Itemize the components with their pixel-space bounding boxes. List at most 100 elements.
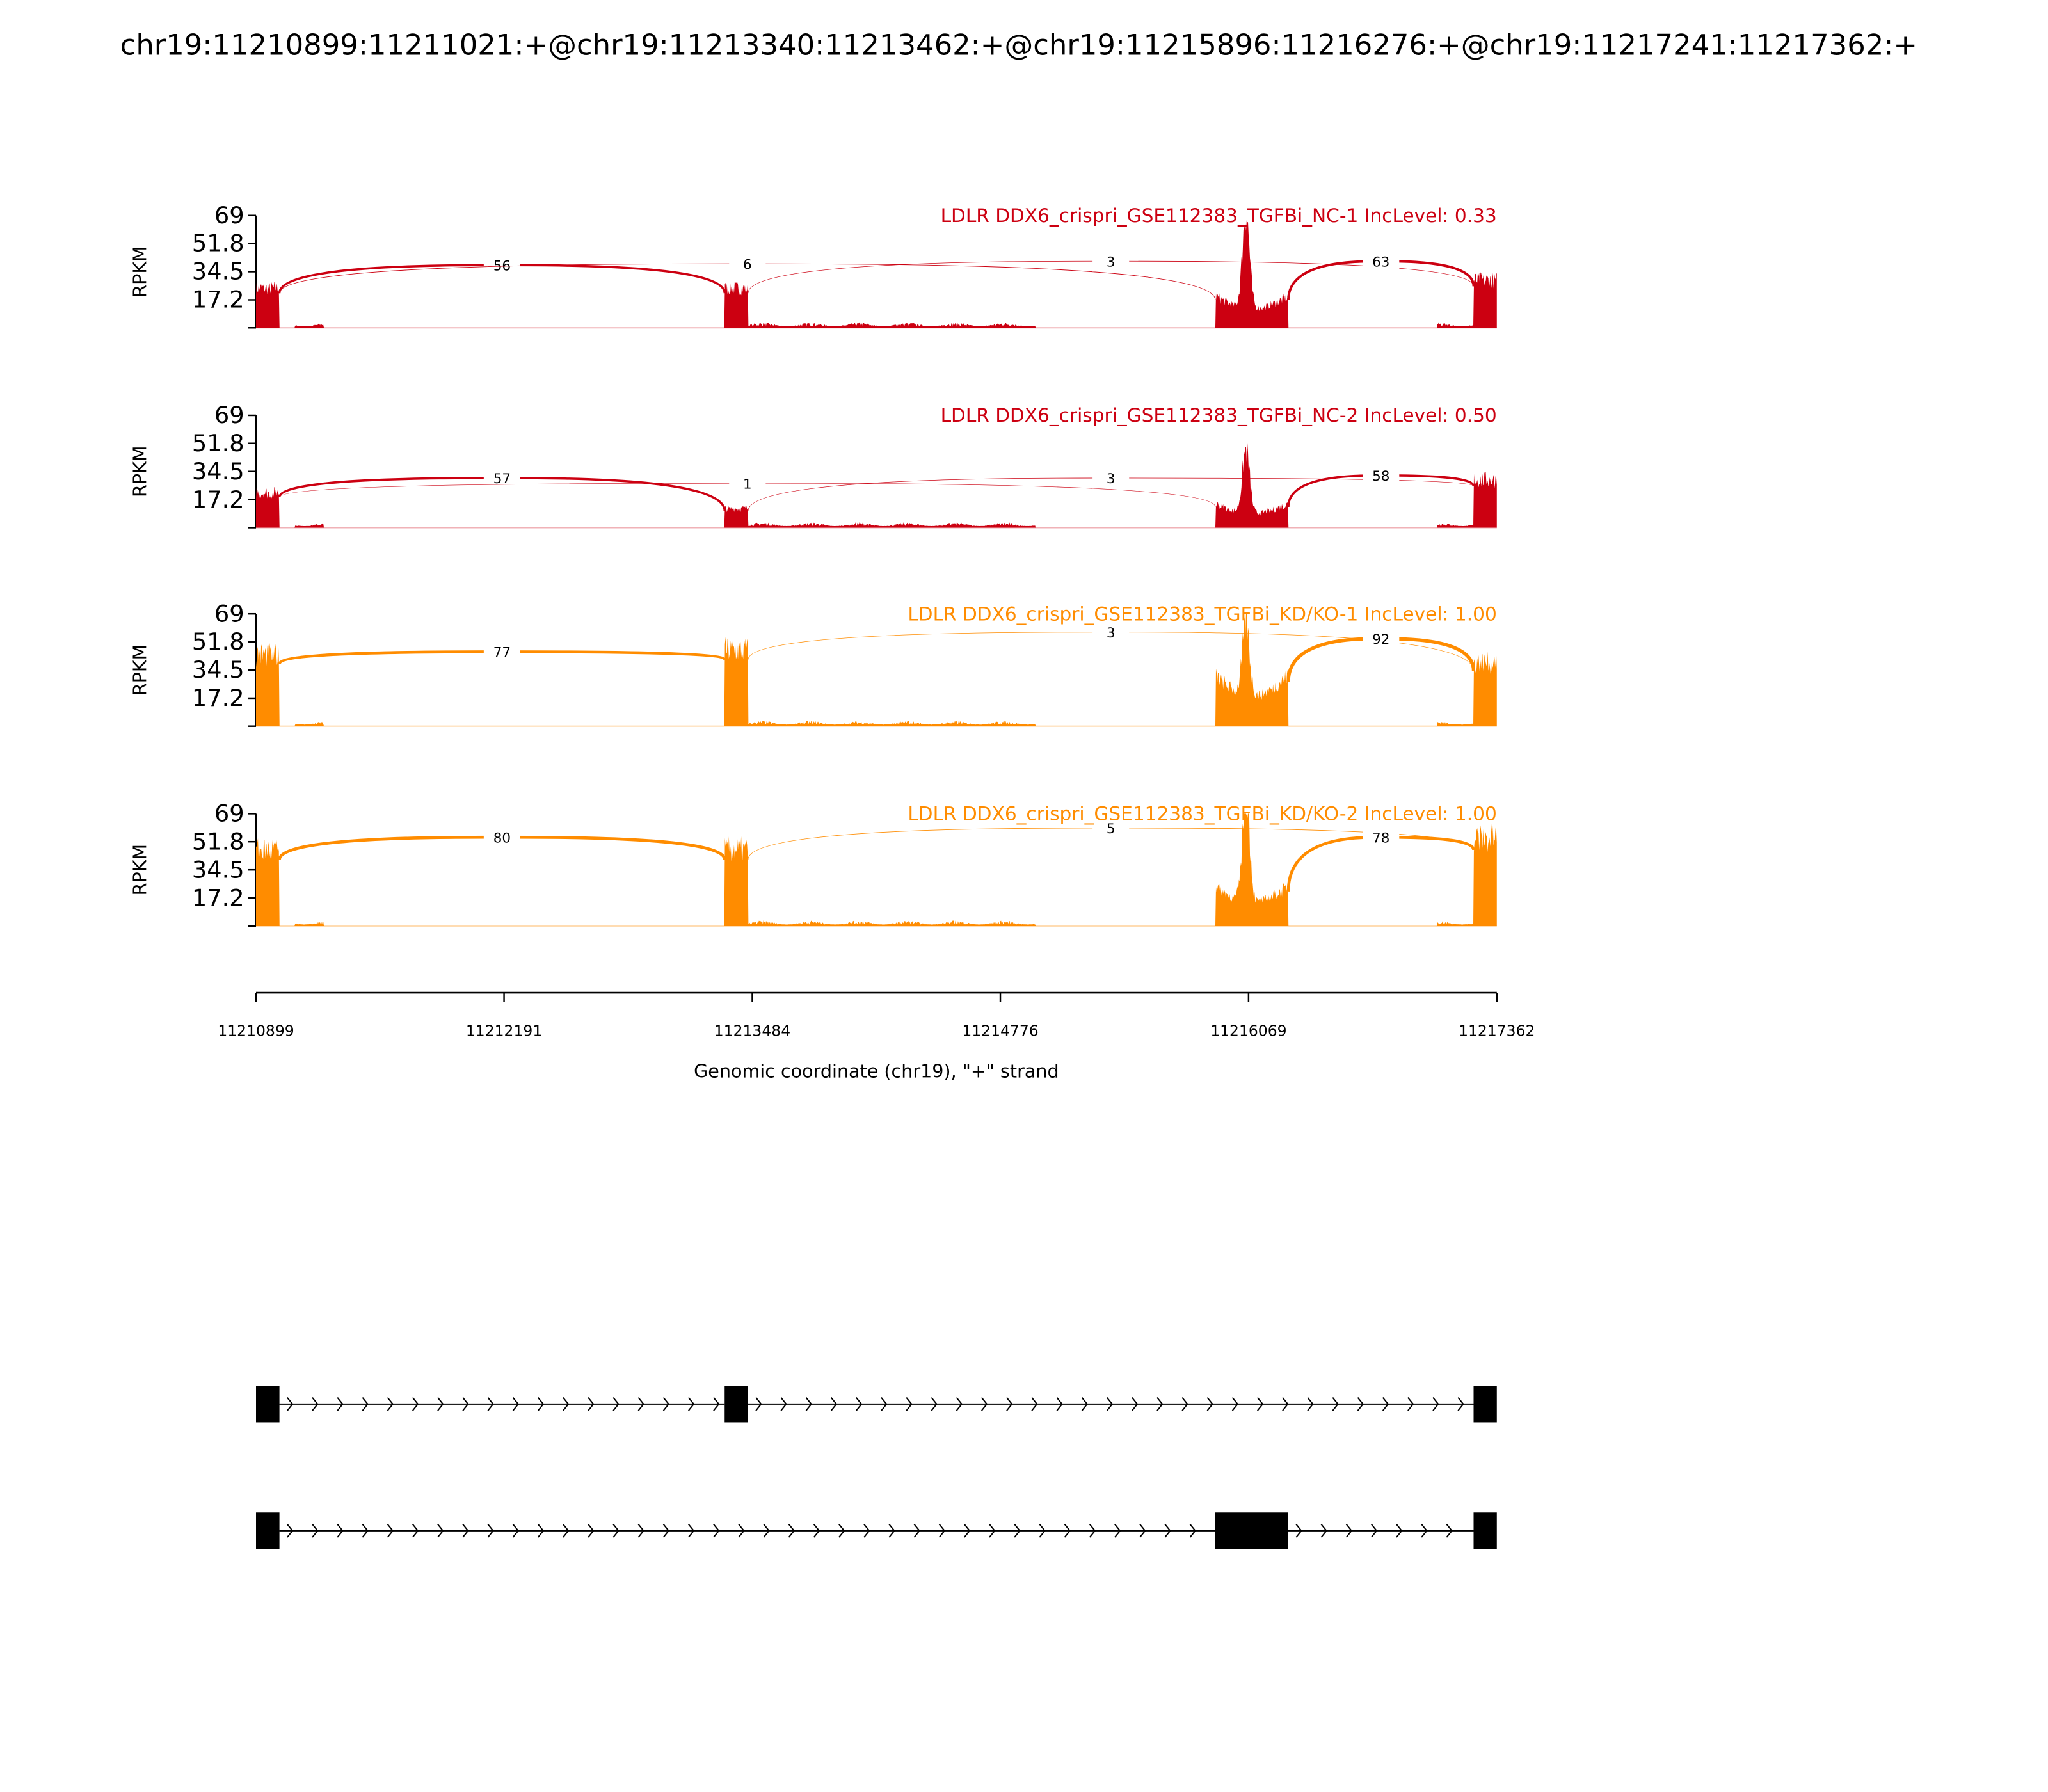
strand-arrow-icon <box>612 1397 620 1411</box>
y-tick-label: 51.8 <box>192 628 244 655</box>
junction-count-label: 77 <box>493 645 511 661</box>
strand-arrow-icon <box>738 1523 745 1538</box>
exon-block <box>256 1386 280 1423</box>
isoform-2 <box>256 1512 1497 1549</box>
strand-arrow-icon <box>1256 1397 1264 1411</box>
exon-block <box>724 1386 748 1423</box>
strand-arrow-icon <box>755 1397 762 1411</box>
strand-arrow-icon <box>780 1397 787 1411</box>
y-axis-label: RPKM <box>129 644 151 696</box>
strand-arrow-icon <box>412 1397 419 1411</box>
junction-count-label: 3 <box>1107 254 1116 270</box>
strand-arrow-icon <box>989 1523 996 1538</box>
x-axis: 11210899 11212191 11213484 11214776 11216069… <box>218 991 1535 1039</box>
strand-arrow-icon <box>687 1397 695 1411</box>
strand-arrow-icon <box>1382 1397 1389 1411</box>
strand-arrow-icon <box>830 1397 838 1411</box>
strand-arrow-icon <box>337 1397 344 1411</box>
strand-arrow-icon <box>881 1397 888 1411</box>
strand-arrow-icon <box>1081 1397 1088 1411</box>
exon-block <box>1215 1512 1288 1549</box>
junction-count-label: 5 <box>1107 821 1116 837</box>
junction-count-label: 57 <box>493 471 511 487</box>
junction-count-label: 3 <box>1107 471 1116 487</box>
strand-arrow-icon <box>1231 1397 1239 1411</box>
strand-arrow-icon <box>462 1523 469 1538</box>
x-tick-label: 11216069 <box>1210 1021 1286 1039</box>
strand-arrow-icon <box>1106 1397 1114 1411</box>
strand-arrow-icon <box>1156 1397 1164 1411</box>
strand-arrow-icon <box>931 1397 938 1411</box>
strand-arrow-icon <box>1457 1397 1464 1411</box>
strand-arrow-icon <box>1332 1397 1339 1411</box>
y-tick-label: 34.5 <box>192 458 244 485</box>
strand-arrow-icon <box>687 1523 695 1538</box>
x-tick-label: 11210899 <box>218 1021 294 1039</box>
y-tick-label: 69 <box>214 600 244 627</box>
strand-arrow-icon <box>588 1397 595 1411</box>
y-tick-label: 69 <box>214 202 244 229</box>
strand-arrow-icon <box>805 1397 812 1411</box>
strand-arrow-icon <box>906 1397 913 1411</box>
strand-arrow-icon <box>1089 1523 1096 1538</box>
strand-arrow-icon <box>537 1397 545 1411</box>
strand-arrow-icon <box>1370 1523 1378 1538</box>
x-tick-label: 11212191 <box>466 1021 542 1039</box>
y-tick-label: 34.5 <box>192 856 244 883</box>
strand-arrow-icon <box>1295 1523 1302 1538</box>
figure-title: chr19:11210899:11211021:+@chr19:11213340… <box>120 28 1917 62</box>
strand-arrow-icon <box>1014 1523 1021 1538</box>
strand-arrow-icon <box>1056 1397 1063 1411</box>
strand-arrow-icon <box>1132 1397 1139 1411</box>
x-tick-label: 11214776 <box>962 1021 1038 1039</box>
strand-arrow-icon <box>1357 1397 1364 1411</box>
isoform-1 <box>256 1386 1497 1423</box>
strand-arrow-icon <box>1282 1397 1289 1411</box>
x-tick-label: 11217362 <box>1459 1021 1535 1039</box>
strand-arrow-icon <box>1206 1397 1213 1411</box>
strand-arrow-icon <box>1164 1523 1171 1538</box>
strand-arrow-icon <box>913 1523 920 1538</box>
strand-arrow-icon <box>838 1523 845 1538</box>
exon-block <box>1473 1386 1497 1423</box>
strand-arrow-icon <box>813 1523 820 1538</box>
y-axis-label: RPKM <box>129 446 151 497</box>
strand-arrow-icon <box>763 1523 770 1538</box>
strand-arrow-icon <box>462 1397 469 1411</box>
strand-arrow-icon <box>412 1523 419 1538</box>
y-tick-label: 69 <box>214 401 244 429</box>
strand-arrow-icon <box>287 1523 294 1538</box>
strand-arrow-icon <box>437 1397 444 1411</box>
strand-arrow-icon <box>312 1523 319 1538</box>
panel-title: LDLR DDX6_crispri_GSE112383_TGFBi_KD/KO-… <box>908 803 1496 825</box>
strand-arrow-icon <box>312 1397 319 1411</box>
strand-arrow-icon <box>662 1523 670 1538</box>
strand-arrow-icon <box>856 1397 863 1411</box>
strand-arrow-icon <box>1320 1523 1327 1538</box>
strand-arrow-icon <box>863 1523 870 1538</box>
strand-arrow-icon <box>1446 1523 1453 1538</box>
strand-arrow-icon <box>713 1523 720 1538</box>
panel-title: LDLR DDX6_crispri_GSE112383_TGFBi_NC-2 I… <box>941 404 1497 426</box>
y-tick-label: 34.5 <box>192 258 244 285</box>
panel-title: LDLR DDX6_crispri_GSE112383_TGFBi_KD/KO-… <box>908 603 1496 625</box>
strand-arrow-icon <box>980 1397 988 1411</box>
junction-count-label: 58 <box>1372 468 1389 484</box>
strand-arrow-icon <box>362 1397 369 1411</box>
strand-arrow-icon <box>788 1523 795 1538</box>
coverage-area <box>256 442 1497 528</box>
strand-arrow-icon <box>1307 1397 1314 1411</box>
coverage-area <box>256 813 1497 926</box>
strand-arrow-icon <box>1407 1397 1414 1411</box>
strand-arrow-icon <box>387 1397 394 1411</box>
y-tick-label: 17.2 <box>192 486 244 513</box>
y-tick-label: 51.8 <box>192 828 244 855</box>
junction-count-label: 80 <box>493 830 511 846</box>
junction-count-label: 6 <box>743 257 752 273</box>
strand-arrow-icon <box>612 1523 620 1538</box>
strand-arrow-icon <box>956 1397 963 1411</box>
